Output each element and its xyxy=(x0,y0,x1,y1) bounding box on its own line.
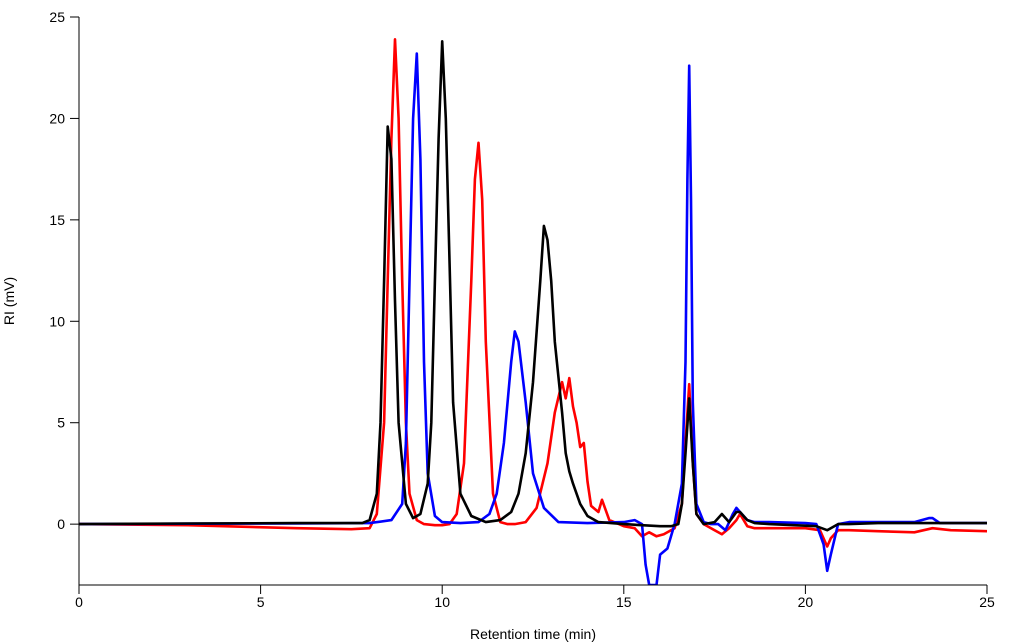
x-tick-label: 15 xyxy=(616,594,632,610)
x-tick-label: 5 xyxy=(257,594,265,610)
x-tick-label: 0 xyxy=(75,594,83,610)
y-tick-label: 10 xyxy=(49,313,65,329)
x-tick-label: 25 xyxy=(979,594,995,610)
y-tick-label: 20 xyxy=(49,110,65,126)
series-line-3 xyxy=(79,40,987,532)
x-tick-label: 10 xyxy=(434,594,450,610)
plot-area xyxy=(79,38,987,585)
y-axis-ticks: 0 5 10 15 20 25 xyxy=(49,9,79,532)
y-tick-label: 15 xyxy=(49,212,65,228)
axes: 0 5 10 15 20 25 0 5 10 15 20 25 xyxy=(49,9,995,610)
x-tick-label: 20 xyxy=(798,594,814,610)
x-axis-label: Retention time (min) xyxy=(470,626,596,642)
y-tick-label: 0 xyxy=(57,516,65,532)
y-axis-label: RI (mV) xyxy=(1,277,17,325)
x-axis-ticks: 0 5 10 15 20 25 xyxy=(75,585,995,610)
series-line-2 xyxy=(79,52,987,585)
y-tick-label: 25 xyxy=(49,9,65,25)
series-line-1 xyxy=(79,38,987,548)
y-tick-label: 5 xyxy=(57,415,65,431)
